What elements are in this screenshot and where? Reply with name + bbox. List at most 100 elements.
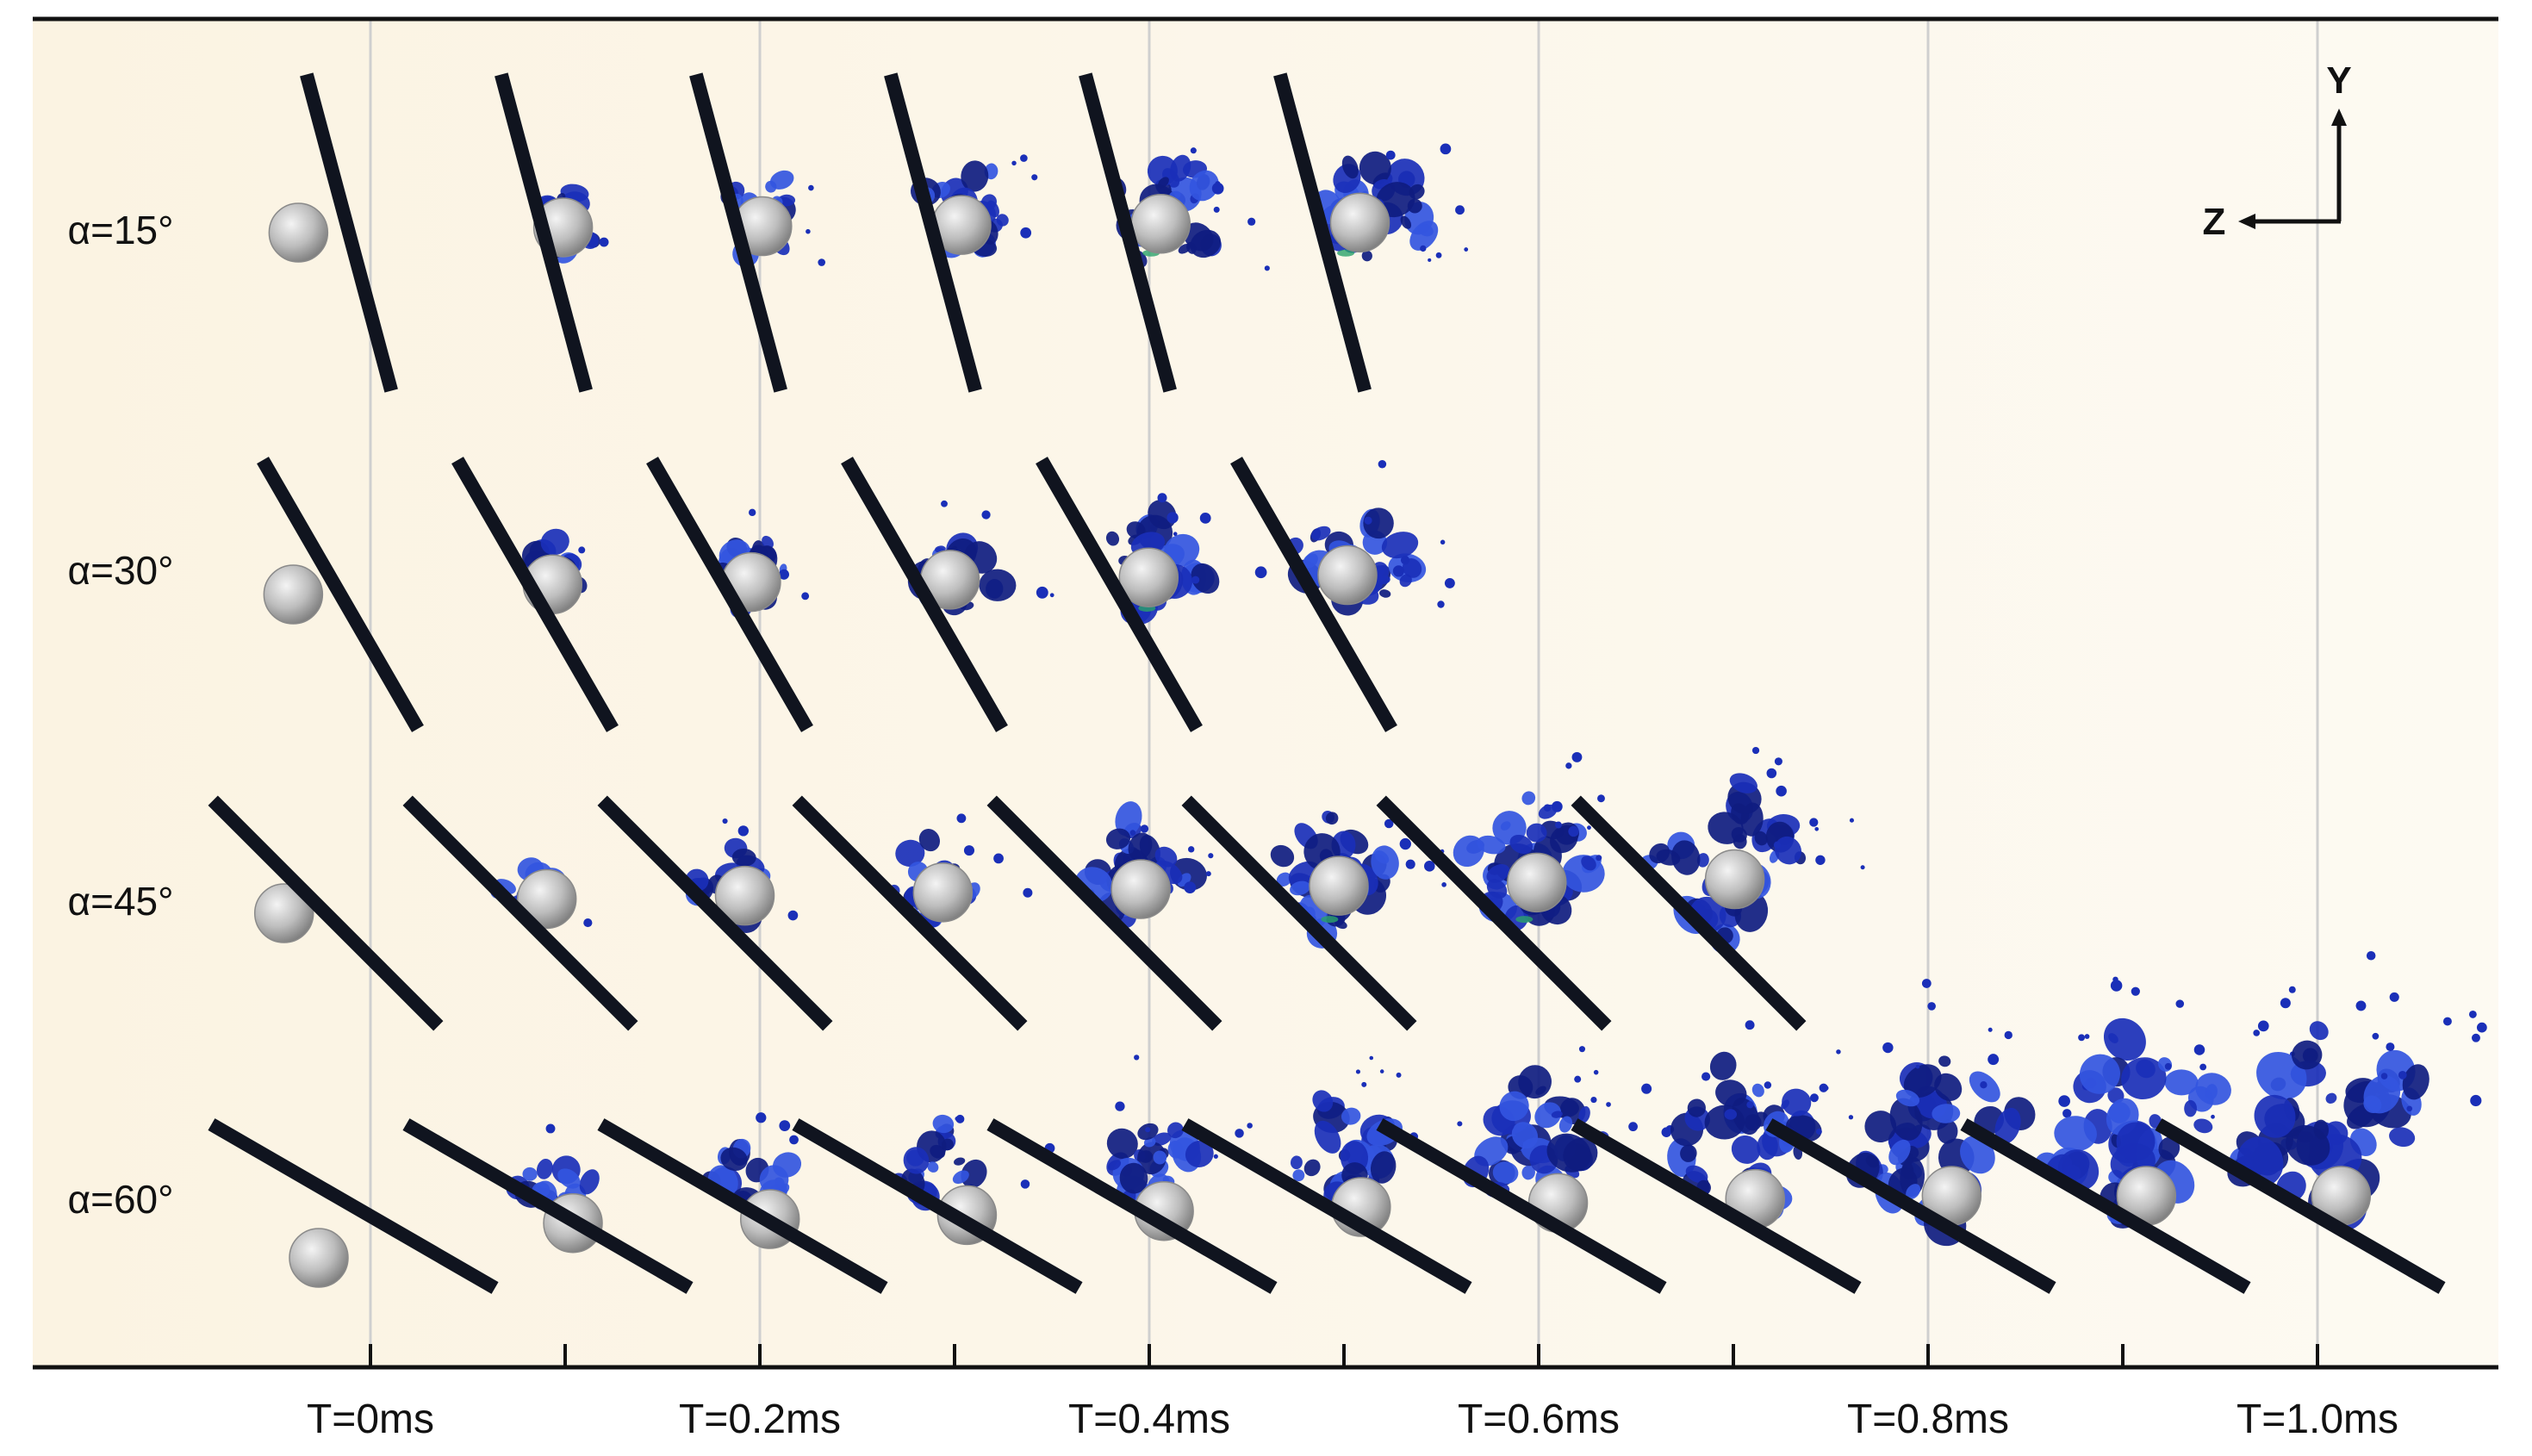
splash-blob [1137, 1142, 1166, 1175]
splash-blob [1546, 1133, 1591, 1173]
frame-row4-t6 [1376, 1046, 1675, 1294]
frame-row4-t7 [1571, 1020, 1862, 1294]
splash-blob [1381, 532, 1419, 559]
plate [792, 795, 1028, 1031]
splash-blob [1864, 1111, 1897, 1142]
splash-fragment [1211, 182, 1224, 195]
splash-blob [1417, 223, 1434, 237]
splash-fragment [1565, 762, 1572, 769]
splash-fragment [1020, 154, 1028, 162]
splash-fragment [801, 592, 810, 600]
y-axis-label: Y [2326, 59, 2351, 102]
splash-blob [1534, 1102, 1562, 1129]
frame-row2-t2 [646, 457, 813, 732]
splash-blob [1312, 1090, 1334, 1112]
splash-blob [1509, 834, 1534, 855]
frame-row3-t0 [208, 795, 444, 1031]
splash-blob [1303, 1159, 1321, 1177]
splash-fragment [2389, 992, 2399, 1002]
splash-fragment [1031, 174, 1038, 181]
splash-blob [952, 1170, 969, 1185]
splash-fragment [1440, 539, 1446, 545]
splash-fragment [1980, 1081, 1988, 1089]
splash-fragment [1023, 887, 1033, 898]
splash-blob [1290, 880, 1310, 896]
splash-blob [1379, 589, 1391, 598]
frame-row3-t5 [1181, 795, 1446, 1031]
splash-fragment [2406, 1105, 2413, 1112]
y-axis-arrowhead [2331, 109, 2347, 126]
splash-blob [1671, 840, 1701, 875]
splash-fragment [2211, 1114, 2215, 1119]
splash-blob [2286, 1125, 2330, 1166]
splash-fragment [2257, 1020, 2269, 1032]
splash-blob [1687, 1098, 1706, 1117]
plate [841, 457, 1008, 732]
splash-fragment [1420, 245, 1427, 252]
splash-blob [1314, 1120, 1341, 1154]
splash-fragment [1815, 1129, 1822, 1135]
splash-fragment [1115, 1101, 1125, 1111]
droplet [912, 862, 974, 923]
splash-blob [772, 1152, 802, 1178]
splash-blob [1486, 864, 1510, 883]
splash-blob [1128, 832, 1153, 861]
splash-fragment [1036, 586, 1048, 599]
splash-fragment [2398, 1070, 2407, 1080]
splash-blob [1303, 553, 1318, 569]
plate [884, 72, 982, 393]
splash-fragment [1809, 818, 1819, 827]
splash-fragment [1457, 1121, 1463, 1127]
droplet [268, 202, 329, 263]
droplet [714, 865, 775, 926]
splash-blob [1551, 1111, 1563, 1118]
splash-blob [1499, 1091, 1529, 1122]
splash-fragment [1378, 460, 1387, 469]
splash-fragment [1205, 871, 1211, 877]
splash-fragment [583, 918, 593, 928]
splash-fragment [1464, 247, 1469, 252]
plate [451, 457, 619, 732]
splash-fragment [1379, 1069, 1384, 1073]
plate [1765, 1118, 2056, 1294]
splash-blob [1341, 155, 1359, 179]
splash-fragment [1568, 825, 1579, 837]
splash-fragment [779, 569, 790, 580]
plate [646, 457, 813, 732]
splash-blob [1126, 521, 1146, 539]
splash-blob [1152, 1132, 1172, 1146]
splash-blob [1492, 1161, 1519, 1185]
splash-fragment [1444, 577, 1455, 588]
splash-fragment [1815, 855, 1826, 865]
coordinate-axes-indicator: Y Z [2203, 59, 2352, 243]
splash-blob [980, 194, 997, 211]
splash-blob [1191, 563, 1220, 594]
plate [208, 1118, 499, 1294]
droplet [263, 564, 324, 625]
splash-fragment [1848, 1115, 1854, 1120]
plate [1181, 1118, 1472, 1294]
splash-blob [536, 1158, 553, 1179]
plate [1376, 795, 1612, 1031]
splash-fragment [2004, 1030, 2013, 1040]
plate [1273, 72, 1372, 393]
droplet [1118, 547, 1179, 607]
splash-fragment [1247, 1123, 1253, 1129]
splash-fragment [993, 853, 1004, 864]
splash-fragment [1011, 160, 1017, 166]
splash-fragment [1554, 821, 1562, 829]
splash-blob [1185, 1140, 1214, 1168]
plate [1571, 795, 1807, 1031]
splash-blob [2116, 1122, 2156, 1161]
splash-fragment [1606, 1102, 1611, 1107]
splash-fragment [1814, 826, 1820, 831]
splash-fragment [2164, 1062, 2172, 1070]
splash-fragment [2472, 1033, 2480, 1042]
splash-accent [1321, 916, 1339, 924]
plate [257, 457, 424, 732]
splash-fragment [1166, 512, 1179, 524]
splash-fragment [1213, 1154, 1218, 1159]
splash-fragment [2058, 1095, 2070, 1107]
splash-blob [2256, 1052, 2307, 1100]
